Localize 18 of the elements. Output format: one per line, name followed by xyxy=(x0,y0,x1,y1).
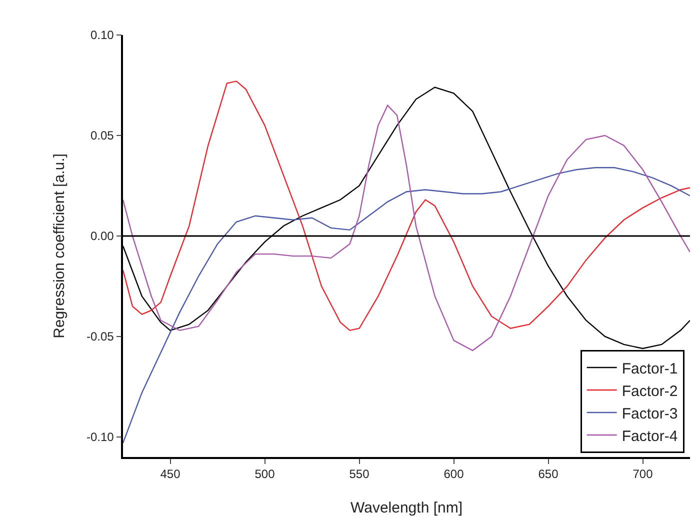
y-tick-label: -0.05 xyxy=(86,330,114,344)
legend-label: Factor-2 xyxy=(622,382,678,400)
x-tick-label: 600 xyxy=(444,467,464,482)
x-tick-label: 500 xyxy=(254,467,276,482)
y-tick-label: -0.10 xyxy=(86,430,114,444)
y-axis-title: Regression coefficient [a.u.] xyxy=(51,154,68,338)
legend-label: Factor-4 xyxy=(622,428,678,445)
y-tick-label: 0.00 xyxy=(90,229,114,244)
x-tick-label: 550 xyxy=(349,467,370,482)
x-tick-label: 650 xyxy=(538,467,559,482)
legend-label: Factor-1 xyxy=(622,360,678,378)
y-tick-label: 0.10 xyxy=(90,28,114,42)
y-tick-label: 0.05 xyxy=(90,128,114,143)
line-series xyxy=(123,167,690,444)
x-tick-label: 450 xyxy=(160,467,181,482)
legend-label: Factor-3 xyxy=(622,405,678,422)
x-axis-title: Wavelength [nm] xyxy=(350,500,462,516)
x-tick-label: 700 xyxy=(632,467,654,482)
